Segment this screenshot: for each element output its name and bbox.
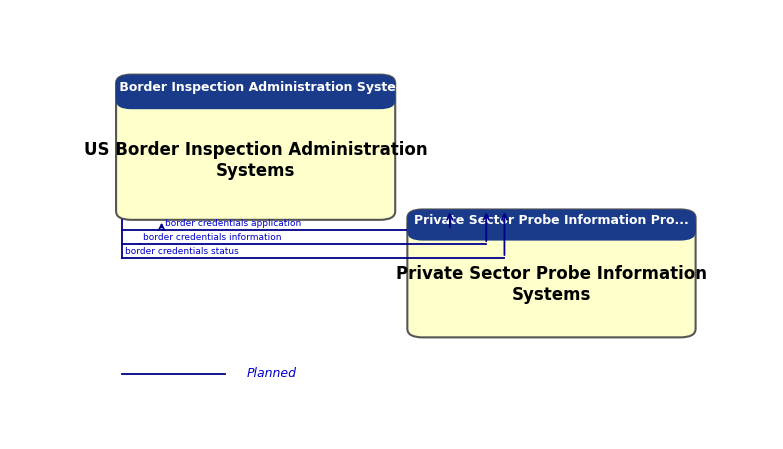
Text: Planned: Planned [247,367,297,380]
FancyBboxPatch shape [116,75,395,220]
FancyBboxPatch shape [407,209,695,337]
Text: border credentials application: border credentials application [164,219,301,228]
Text: border credentials information: border credentials information [143,233,282,242]
Text: Private Sector Probe Information
Systems: Private Sector Probe Information Systems [396,265,707,304]
FancyBboxPatch shape [116,75,395,109]
Bar [116,92,395,101]
Text: border credentials status: border credentials status [125,247,239,256]
Text: US Border Inspection Administration
Systems: US Border Inspection Administration Syst… [84,141,428,180]
Text: Private Sector Probe Information Pro...: Private Sector Probe Information Pro... [414,214,689,227]
FancyBboxPatch shape [407,209,695,241]
Bar [407,223,695,232]
Text: US Border Inspection Administration Systems: US Border Inspection Administration Syst… [96,81,416,94]
